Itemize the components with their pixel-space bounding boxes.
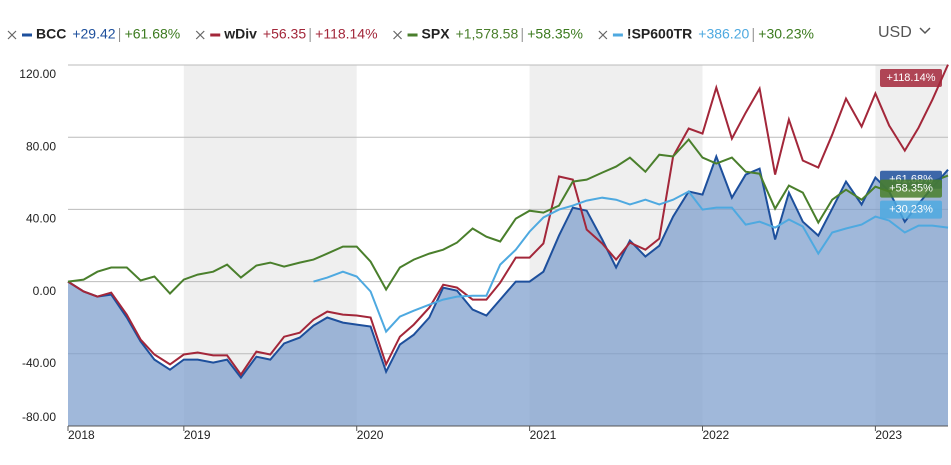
legend-pct: +61.68% [125, 26, 181, 42]
end-label: +58.35% [880, 179, 942, 198]
end-label: +118.14% [880, 69, 942, 87]
end-label-text: +118.14% [886, 72, 935, 84]
legend-change: +29.42 [72, 26, 115, 42]
legend-swatch [612, 33, 623, 37]
legend-pct: +118.14% [315, 26, 377, 42]
currency-selector[interactable]: USD [878, 24, 912, 41]
y-tick-label: -40.00 [22, 356, 56, 370]
legend-pct: +30.23% [758, 26, 814, 42]
legend-name: wDiv [223, 26, 257, 42]
legend-remove [7, 30, 17, 40]
end-label-box [880, 179, 942, 198]
y-tick-label: 40.00 [26, 212, 56, 226]
legend-item[interactable]: !SP600TR +386.20 +30.23% [598, 26, 814, 42]
x-tick-label: 2021 [530, 428, 557, 442]
end-label-text: +30.23% [889, 204, 933, 216]
x-tick-label: 2018 [68, 428, 95, 442]
legend-item[interactable]: BCC +29.42 +61.68% [7, 26, 181, 42]
y-tick-label: 120.00 [19, 67, 56, 81]
y-tick-label: 0.00 [33, 284, 57, 298]
series-line [313, 190, 949, 334]
series-line [67, 137, 949, 295]
legend-item[interactable]: wDiv +56.35 +118.14% [195, 26, 378, 42]
legend-swatch [210, 33, 221, 37]
end-label: +30.23% [880, 200, 942, 219]
legend-item[interactable]: SPX +1,578.58 +58.35% [393, 26, 583, 42]
legend-change: +386.20 [698, 26, 749, 42]
y-tick-label: 80.00 [26, 139, 56, 153]
legend-change: +56.35 [263, 26, 306, 42]
y-tick-label: -80.00 [22, 410, 56, 424]
legend-name: BCC [36, 26, 66, 42]
x-tick-label: 2020 [357, 428, 384, 442]
x-tick-label: 2023 [875, 428, 902, 442]
x-tick-label: 2022 [702, 428, 729, 442]
x-tick-label: 2019 [184, 428, 211, 442]
series-line [67, 64, 949, 377]
chevron [919, 27, 931, 35]
end-label-box [880, 200, 942, 219]
legend-pct: +58.35% [527, 26, 583, 42]
legend-remove [598, 30, 608, 40]
legend-name: !SP600TR [627, 26, 692, 42]
legend-remove [393, 30, 402, 40]
legend-change: +1,578.58 [456, 26, 519, 42]
series-line [67, 153, 949, 380]
legend-remove [195, 30, 205, 40]
legend-swatch [407, 33, 418, 37]
end-label-text: +58.35% [889, 183, 933, 195]
legend-swatch [22, 33, 32, 37]
end-label-box [880, 69, 942, 87]
legend-name: SPX [422, 26, 451, 42]
